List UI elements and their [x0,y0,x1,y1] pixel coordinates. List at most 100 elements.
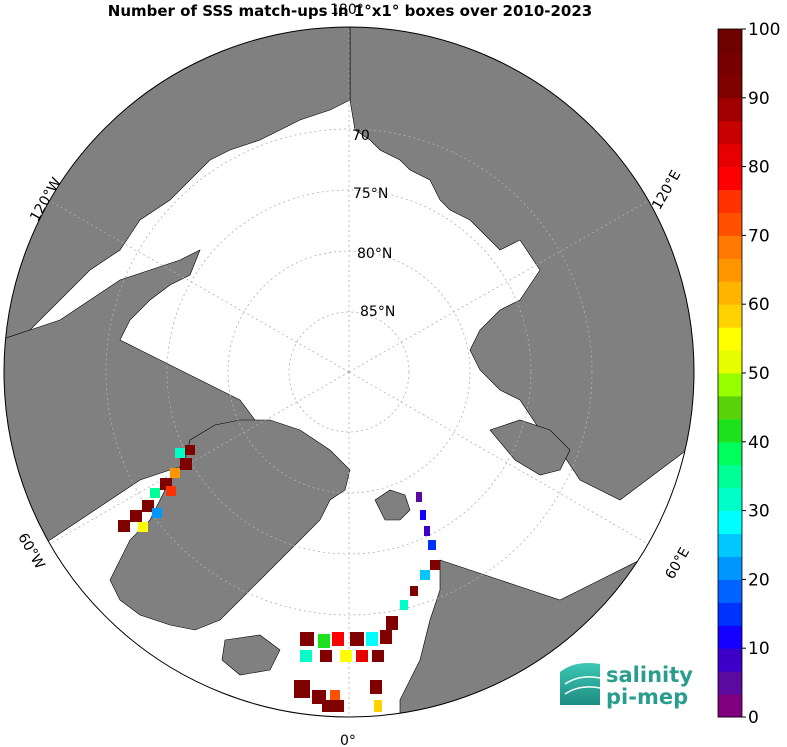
colorbar-swatch [718,648,742,672]
colorbar-swatch [718,51,742,76]
lat-label-75: 75°N [353,186,388,202]
matchup-cell [350,632,364,646]
lat-circle-85 [288,311,410,433]
colorbar-tick-label: 90 [748,89,770,109]
lat-label-80: 80°N [357,246,392,262]
colorbar-swatch [718,350,742,374]
matchup-cell [318,634,330,648]
colorbar-swatch [718,281,742,305]
colorbar-swatch [718,166,742,191]
map-disk [4,27,694,717]
lon-label-0: 0° [340,733,356,747]
lon-label-60w: 60°W [14,530,47,572]
matchup-cell [142,500,154,512]
colorbar-tick-label: 70 [748,226,770,246]
colorbar-swatch [718,258,742,282]
colorbar-swatch [718,671,742,695]
colorbar-tick-label: 100 [748,20,780,40]
colorbar-tick-label: 80 [748,158,770,178]
colorbar-swatch [718,29,742,53]
matchup-cell [428,540,436,550]
matchup-cell [340,650,352,662]
colorbar-swatch [718,487,742,512]
colorbar-swatch [718,395,742,420]
colorbar-tick-label: 60 [748,295,770,315]
lat-circle-80 [227,250,471,494]
matchup-cell [410,586,418,596]
matchup-cells [118,445,440,712]
lat-label-70: 70 [352,128,370,144]
matchup-cell [138,522,148,532]
colorbar-swatch [718,74,742,99]
matchup-cell [400,600,408,610]
matchup-cell [130,510,142,522]
matchup-cell [330,690,340,702]
matchup-cell [118,520,130,532]
colorbar-swatch [718,556,742,580]
colorbar-tick-label: 0 [748,708,759,728]
matchup-cell [430,560,440,570]
colorbar-swatch [718,533,742,557]
colorbar-swatch [718,189,742,213]
colorbar-swatch [718,212,742,236]
lon-label-120e: 120°E [649,168,684,213]
lon-label-60e: 60°E [662,545,693,582]
logo-line1: salinity [606,663,693,687]
matchup-cell [170,468,180,478]
colorbar-swatch [718,418,742,443]
matchup-cell [294,680,310,698]
land-canada-islands [4,249,256,561]
matchup-cell [150,488,160,498]
matchup-cell [372,650,384,662]
matchup-cell [420,570,430,580]
matchup-cell [300,632,314,646]
matchup-cell [322,700,344,712]
matchup-cell [416,492,422,502]
matchup-cell [300,650,312,662]
land-novaya-zemlya [489,419,571,476]
colorbar-swatch [718,120,742,145]
matchup-cell [166,486,176,496]
colorbar-swatch [718,235,742,259]
colorbar-swatches [718,29,742,718]
colorbar-tick-label: 20 [748,570,770,590]
logo-mark [560,663,601,705]
matchup-cell [370,680,382,694]
matchup-cell [180,458,192,470]
matchup-cell [185,445,195,455]
colorbar-swatch [718,694,742,718]
matchup-cell [366,632,378,646]
colorbar-swatch [718,579,742,603]
colorbar-swatch [718,373,742,397]
matchup-cell [424,526,430,536]
lon-label-180: 180° [330,2,364,18]
colorbar-tick-label: 30 [748,502,770,522]
colorbar-swatch [718,441,742,466]
matchup-cell [332,632,344,646]
colorbar-swatch [718,602,742,626]
colorbar-tick-label: 50 [748,364,770,384]
matchup-cell [320,650,332,662]
colorbar-tick-labels: 0 10 20 30 40 50 60 70 80 90 100 [742,20,780,728]
lat-label-85: 85°N [360,304,395,320]
colorbar: 0 10 20 30 40 50 60 70 80 90 100 [717,20,780,728]
salinity-pimep-logo: salinity pi-mep [560,663,693,709]
colorbar-swatch [718,510,742,535]
matchup-cell [386,616,398,630]
colorbar-swatch [718,143,742,168]
matchup-cell [175,448,185,458]
colorbar-tick-label: 40 [748,433,770,453]
lat-labels: 70 75°N 80°N 85°N [352,128,395,320]
lat-circle-70 [105,128,593,616]
matchup-cell [380,630,392,644]
colorbar-swatch [718,625,742,649]
matchup-cell [374,700,382,712]
land-iceland [221,634,281,676]
colorbar-swatch [718,464,742,489]
map-border [3,26,695,718]
matchup-cell [356,650,368,662]
matchup-cell [152,508,162,518]
colorbar-swatch [718,327,742,351]
map-title: Number of SSS match-ups in 1°x1° boxes o… [107,2,593,20]
